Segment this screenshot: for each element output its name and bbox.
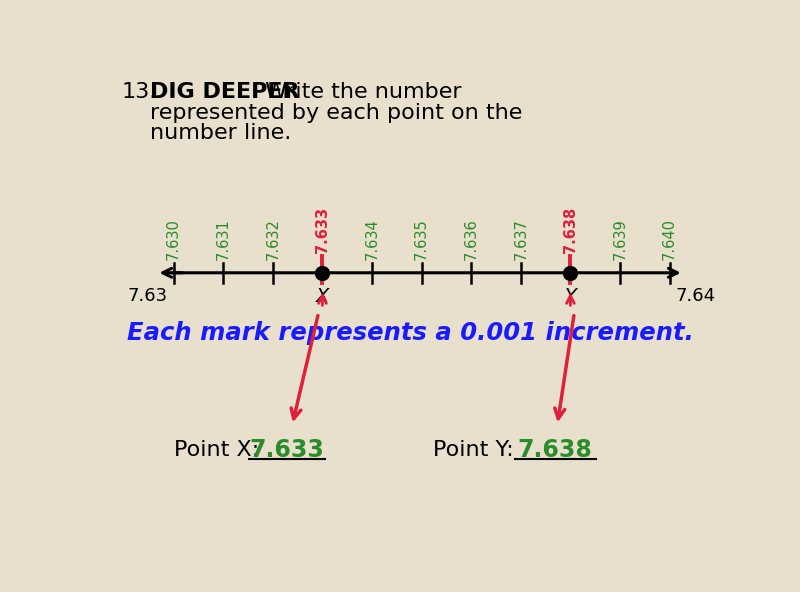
Text: 7.633: 7.633 xyxy=(315,207,330,253)
Text: 7.630: 7.630 xyxy=(166,218,181,260)
Text: 7.632: 7.632 xyxy=(266,218,280,260)
Text: 7.636: 7.636 xyxy=(464,218,478,260)
Text: 7.631: 7.631 xyxy=(216,218,230,260)
Text: 7.640: 7.640 xyxy=(662,218,677,260)
Text: 7.637: 7.637 xyxy=(514,218,528,260)
Text: Point X:: Point X: xyxy=(174,440,259,460)
Text: 7.63: 7.63 xyxy=(127,287,167,305)
Text: 7.638: 7.638 xyxy=(563,207,578,253)
Text: 7.638: 7.638 xyxy=(518,438,592,462)
Text: X: X xyxy=(316,287,329,305)
Text: represented by each point on the: represented by each point on the xyxy=(150,102,522,123)
Text: Each mark represents a 0.001 increment.: Each mark represents a 0.001 increment. xyxy=(126,321,694,345)
Text: 7.635: 7.635 xyxy=(414,218,429,260)
Text: number line.: number line. xyxy=(150,123,291,143)
Text: 7.634: 7.634 xyxy=(365,218,379,260)
Text: Point Y:: Point Y: xyxy=(434,440,514,460)
Text: 7.633: 7.633 xyxy=(250,438,324,462)
Text: Y: Y xyxy=(565,287,576,305)
Text: 13.: 13. xyxy=(122,82,157,102)
Text: 7.64: 7.64 xyxy=(676,287,716,305)
Text: 7.639: 7.639 xyxy=(613,218,627,260)
Text: DIG DEEPER: DIG DEEPER xyxy=(150,82,299,102)
Text: Write the number: Write the number xyxy=(258,82,462,102)
